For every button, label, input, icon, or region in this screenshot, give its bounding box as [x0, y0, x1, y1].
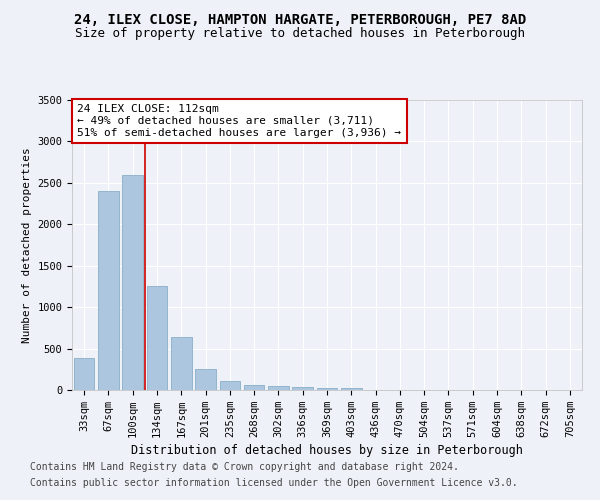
- Text: Size of property relative to detached houses in Peterborough: Size of property relative to detached ho…: [75, 28, 525, 40]
- X-axis label: Distribution of detached houses by size in Peterborough: Distribution of detached houses by size …: [131, 444, 523, 457]
- Bar: [98, 191, 119, 390]
- Bar: [244, 385, 265, 390]
- Text: Contains HM Land Registry data © Crown copyright and database right 2024.: Contains HM Land Registry data © Crown c…: [30, 462, 459, 472]
- Bar: [122, 174, 143, 390]
- Text: 24, ILEX CLOSE, HAMPTON HARGATE, PETERBOROUGH, PE7 8AD: 24, ILEX CLOSE, HAMPTON HARGATE, PETERBO…: [74, 12, 526, 26]
- Bar: [292, 387, 313, 390]
- Text: Contains public sector information licensed under the Open Government Licence v3: Contains public sector information licen…: [30, 478, 518, 488]
- Bar: [317, 388, 337, 390]
- Bar: [146, 286, 167, 390]
- Bar: [268, 386, 289, 390]
- Text: 24 ILEX CLOSE: 112sqm
← 49% of detached houses are smaller (3,711)
51% of semi-d: 24 ILEX CLOSE: 112sqm ← 49% of detached …: [77, 104, 401, 138]
- Bar: [220, 381, 240, 390]
- Bar: [341, 388, 362, 390]
- Y-axis label: Number of detached properties: Number of detached properties: [22, 147, 32, 343]
- Bar: [171, 337, 191, 390]
- Bar: [195, 370, 216, 390]
- Bar: [74, 358, 94, 390]
